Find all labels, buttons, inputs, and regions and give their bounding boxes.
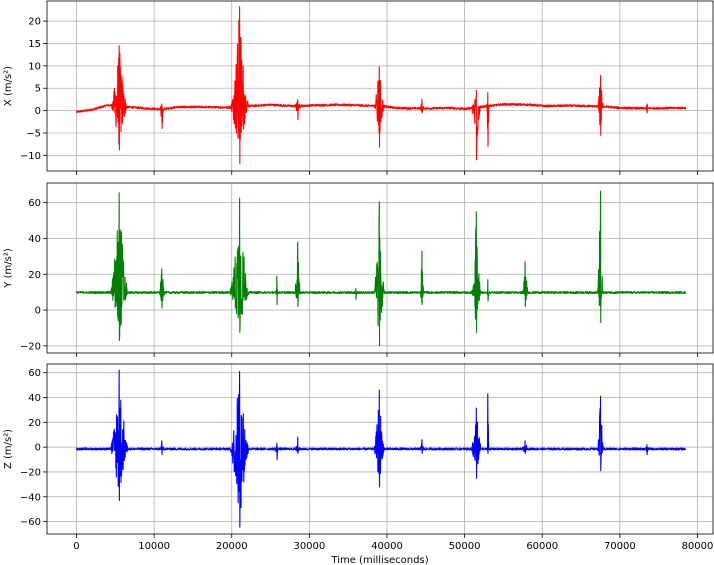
y-tick-label: −10 (20, 151, 41, 162)
y-tick-label: −20 (20, 467, 41, 478)
y-tick-label: 60 (28, 368, 41, 379)
y-tick-label: −40 (20, 492, 41, 503)
y-tick-label: 60 (28, 198, 41, 209)
x-tick-label: 40000 (371, 541, 403, 552)
y-tick-label: 15 (28, 39, 41, 50)
chart-panel-3: 0 10000 20000 30000 40000 50000 60000 70000 8000… (3, 363, 714, 565)
x-tick-label: 70000 (604, 541, 636, 552)
y-axis-label: X (m/s²) (3, 66, 14, 106)
y-axis-label: Z (m/s²) (3, 429, 14, 469)
y-tick-label: 20 (28, 270, 41, 281)
plot-frame (46, 182, 714, 354)
x-tick-label: 20000 (216, 541, 248, 552)
x-tick-label: 10000 (138, 541, 170, 552)
y-tick-label: −60 (20, 517, 41, 528)
x-tick-label: 0 (73, 541, 79, 552)
x-axis-label: Time (milliseconds) (330, 555, 428, 565)
y-tick-label: 0 (35, 306, 41, 317)
series-line (75, 190, 687, 347)
chart-panel-2: −20 0 20 40 60 Y (m/s²) (3, 182, 714, 357)
y-tick-label: 40 (28, 393, 41, 404)
y-tick-label: 20 (28, 418, 41, 429)
y-axis-label: Y (m/s²) (3, 248, 14, 289)
chart-panel-1: −10 −5 0 5 10 15 20 X (m/s²) (3, 0, 714, 175)
plot-frame (46, 363, 714, 535)
plot-frame (46, 0, 714, 172)
y-tick-label: 5 (35, 84, 41, 95)
series-line (76, 369, 687, 528)
y-tick-label: 20 (28, 17, 41, 28)
x-tick-label: 80000 (682, 541, 714, 552)
x-tick-label: 30000 (293, 541, 325, 552)
y-tick-label: −5 (26, 128, 41, 139)
series-line (75, 6, 687, 164)
y-tick-label: 0 (35, 106, 41, 117)
x-tick-label: 60000 (526, 541, 558, 552)
x-tick-label: 50000 (449, 541, 481, 552)
y-tick-label: −20 (20, 341, 41, 352)
y-tick-label: 40 (28, 234, 41, 245)
y-tick-label: 10 (28, 61, 41, 72)
y-tick-label: 0 (35, 443, 41, 454)
